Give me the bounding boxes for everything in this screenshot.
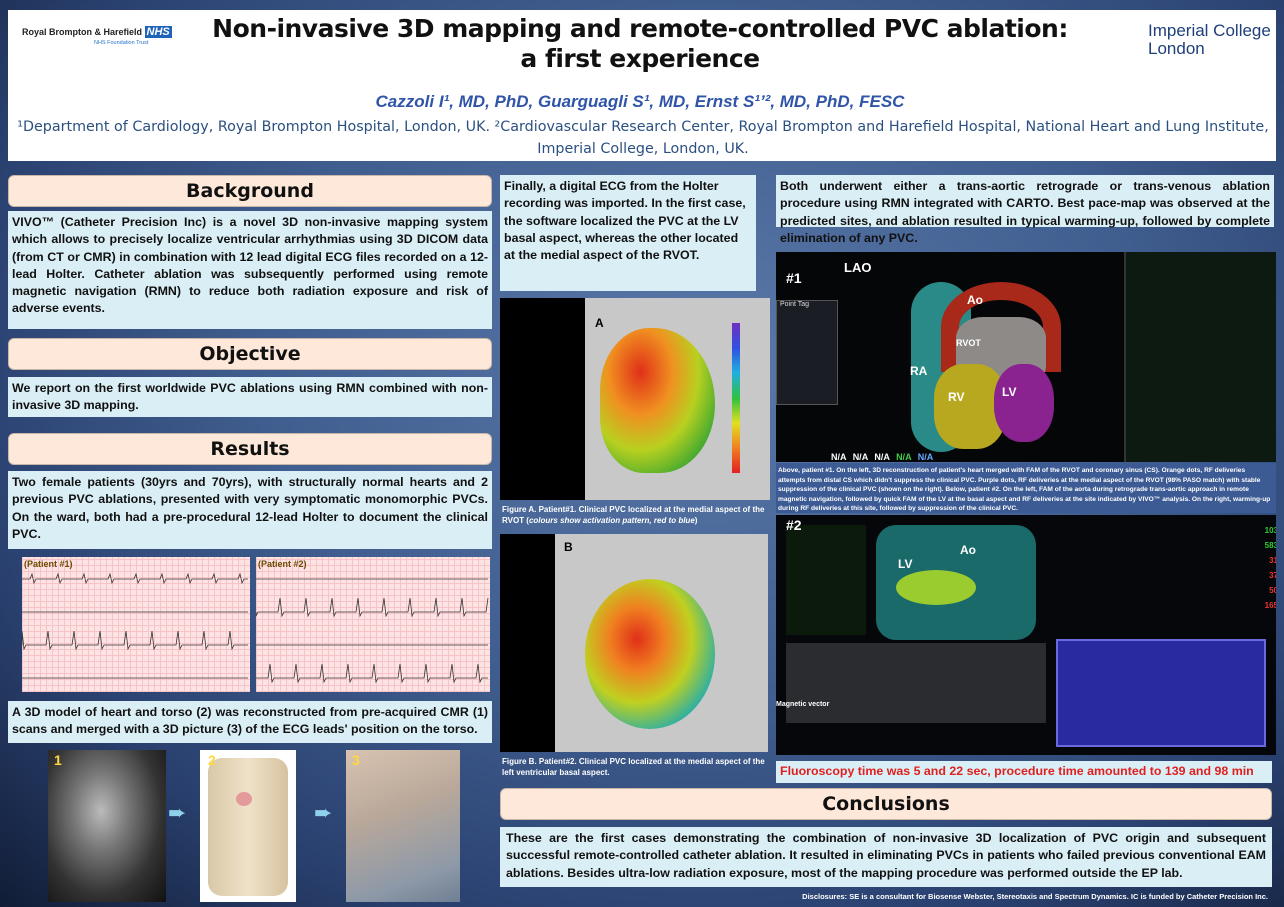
disclosures: Disclosures: SE is a consultant for Bios… [802,892,1268,901]
anatomy-label: Ao [960,543,976,557]
ecg-patient-2: (Patient #2) [256,557,490,692]
na-readouts: N/A N/A N/A N/A N/A [831,452,933,462]
logo-text: Royal Brompton & Harefield [22,27,143,37]
readout: N/A [874,452,890,462]
anatomy-label: RA [910,364,928,378]
carto-map-patient-2: #2 LV Ao Magnetic vector 103 583 31 37 5… [776,515,1276,755]
anatomy-label: LV [898,557,913,571]
readout: N/A [896,452,912,462]
logo-line1: Imperial College [1148,21,1271,40]
map-caption: Above, patient #1. On the left, 3D recon… [776,463,1276,513]
image-number: 1 [54,752,62,768]
anatomy-label: LV [1002,385,1017,399]
logo-line2: London [1148,39,1205,58]
poster-header [8,10,1276,161]
conclusions-text: These are the first cases demonstrating … [500,827,1272,887]
ecg-trace [256,663,488,684]
background-heading: Background [8,175,492,207]
case-label: #1 [786,270,802,286]
fluoroscopy-text: Fluoroscopy time was 5 and 22 sec, proce… [776,761,1272,783]
figure-a-vivo-map: A [500,298,770,500]
point-tag-panel: Point Tag [780,301,810,308]
ecg-leads-photo: 3 [346,750,460,902]
figure-letter: A [595,316,604,330]
readout: N/A [831,452,847,462]
objective-text: We report on the first worldwide PVC abl… [8,377,492,417]
logo-subtext: NHS Foundation Trust [94,40,149,46]
model-text: A 3D model of heart and torso (2) was re… [8,701,492,743]
view-label: LAO [844,260,872,275]
image-number: 2 [208,752,216,768]
readout: N/A [852,452,868,462]
procedure-text: Both underwent either a trans-aortic ret… [776,175,1274,245]
figure-a-caption: Figure A. Patient#1. Clinical PVC locali… [502,504,768,526]
conclusions-heading: Conclusions [500,788,1272,820]
poster-title: Non-invasive 3D mapping and remote-contr… [150,14,1130,74]
case-label: #2 [786,517,802,533]
ecg-trace [22,630,248,651]
results-text: Two female patients (30yrs and 70yrs), w… [8,471,492,549]
affiliations: ¹Department of Cardiology, Royal Brompto… [17,119,1269,157]
cmr-scan-image: 1 [48,750,166,902]
vital-value: 50 [1269,586,1276,595]
ecg-patient-1: (Patient #1) [22,557,250,692]
magnetic-vector-label: Magnetic vector [776,701,830,708]
anatomy-label: RV [948,390,965,404]
figure-letter: B [564,540,573,554]
imperial-college-logo: Imperial College London [1148,22,1271,58]
figure-b-caption: Figure B. Patient#2. Clinical PVC locali… [502,757,765,777]
caption-text: ) [694,516,698,525]
holter-text: Finally, a digital ECG from the Holter r… [500,175,756,291]
vital-readouts: 103 583 31 37 50 165 [1264,523,1276,613]
image-number: 3 [352,752,360,768]
title-line1: Non-invasive 3D mapping and remote-contr… [212,14,1068,43]
figure-b-vivo-map: B [500,534,768,752]
ecg-trace [22,572,248,585]
caption-text: Figure A. Patient#1. Clinical PVC locali… [502,505,765,525]
authors: Cazzoli I¹, MD, PhD, Guarguagli S¹, MD, … [375,92,905,111]
caption-italic: colours show activation pattern, red to … [528,516,695,525]
readout: N/A [917,452,934,462]
objective-heading: Objective [8,338,492,370]
ecg-label: (Patient #2) [258,559,307,569]
background-text: VIVO™ (Catheter Precision Inc) is a nove… [8,211,492,329]
nhs-badge: NHS [144,26,172,38]
anatomy-label: RVOT [956,338,981,348]
arrow-right-icon: ➨ [314,800,333,825]
ecg-traces [22,572,248,679]
vital-value: 103 [1264,526,1276,535]
royal-brompton-logo: Royal Brompton & Harefield NHS NHS Founda… [22,26,172,46]
vital-value: 583 [1264,541,1276,550]
ecg-traces [256,578,489,684]
anatomy-label: Ao [967,293,983,307]
ecg-label: (Patient #1) [24,559,73,569]
title-line2: a first experience [520,44,760,73]
vital-value: 31 [1269,556,1276,565]
ecg-trace [256,597,489,618]
results-heading: Results [8,433,492,465]
carto-map-patient-1: Point Tag #1 LAO Ao RVOT RA RV LV N/A N/… [776,252,1276,462]
torso-model-image: 2 [200,750,296,902]
vital-value: 165 [1264,601,1276,610]
vital-value: 37 [1269,571,1276,580]
arrow-right-icon: ➨ [168,800,187,825]
